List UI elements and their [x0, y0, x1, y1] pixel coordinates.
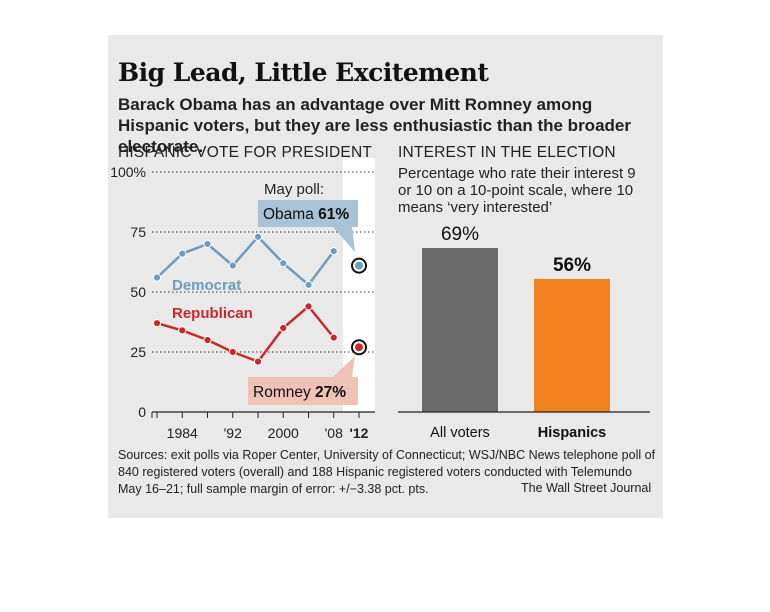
x-tick-label: 1984 — [167, 425, 198, 441]
romney-callout-name: Romney — [253, 384, 315, 401]
bar-category-label: All voters — [430, 425, 490, 441]
romney-callout-box — [248, 377, 358, 405]
data-point — [253, 232, 263, 241]
data-point — [253, 357, 263, 366]
obama-callout-box — [258, 200, 358, 227]
data-point — [178, 249, 187, 258]
data-point — [304, 280, 313, 289]
obama-poll-marker-center — [355, 261, 363, 270]
obama-callout-text: Obama 61% — [263, 206, 349, 223]
chart-subtitle: Barack Obama has an advantage over Mitt … — [118, 95, 631, 156]
y-tick-label: 75 — [130, 224, 146, 240]
obama-callout-value: 61% — [318, 206, 349, 223]
data-point — [329, 333, 338, 342]
bar-chart-description: Percentage who rate their interest 9 or … — [398, 165, 636, 216]
data-point — [203, 239, 212, 249]
data-point — [228, 347, 237, 357]
romney-callout-value: 27% — [315, 384, 346, 401]
data-point — [279, 259, 288, 268]
data-point — [279, 323, 288, 333]
series-line-republican — [156, 305, 335, 363]
data-point — [203, 335, 212, 345]
y-tick-label: 50 — [130, 284, 146, 300]
may-poll-label: May poll: — [264, 181, 324, 198]
data-point — [178, 326, 187, 335]
bar-category-label: Hispanics — [538, 425, 607, 441]
data-point — [329, 247, 338, 256]
series-line-democrat — [156, 235, 335, 287]
source-note: Sources: exit polls via Roper Center, Un… — [118, 448, 656, 496]
bar-hispanics — [534, 278, 610, 412]
x-tick-label: 2000 — [268, 425, 299, 441]
series-label-democrat: Democrat — [172, 277, 241, 294]
romney-callout-pointer — [333, 356, 355, 377]
chart-title: Big Lead, Little Excitement — [118, 58, 489, 87]
bar-chart-title: INTEREST IN THE ELECTION — [398, 144, 616, 161]
bar-value-label: 69% — [441, 224, 479, 245]
bar-value-label: 56% — [553, 255, 591, 276]
data-point — [228, 261, 237, 270]
romney-poll-marker-center — [355, 343, 363, 352]
obama-callout-pointer — [333, 227, 355, 252]
data-point — [152, 319, 162, 328]
y-tick-label: 0 — [138, 404, 146, 420]
x-tick-label: '08 — [325, 425, 343, 441]
line-chart-title: HISPANIC VOTE FOR PRESIDENT — [118, 144, 373, 161]
credit: The Wall Street Journal — [521, 481, 652, 495]
romney-callout-text: Romney 27% — [253, 384, 346, 401]
y-tick-label: 25 — [130, 344, 146, 360]
y-tick-label: 100% — [110, 164, 146, 180]
data-point — [152, 273, 162, 282]
data-point — [304, 302, 313, 311]
x-tick-label: '92 — [224, 425, 242, 441]
bar-all-voters — [422, 248, 498, 412]
x-tick-label: '12 — [350, 425, 369, 441]
series-label-republican: Republican — [172, 305, 253, 322]
obama-callout-name: Obama — [263, 206, 318, 223]
chart-card — [108, 35, 663, 518]
